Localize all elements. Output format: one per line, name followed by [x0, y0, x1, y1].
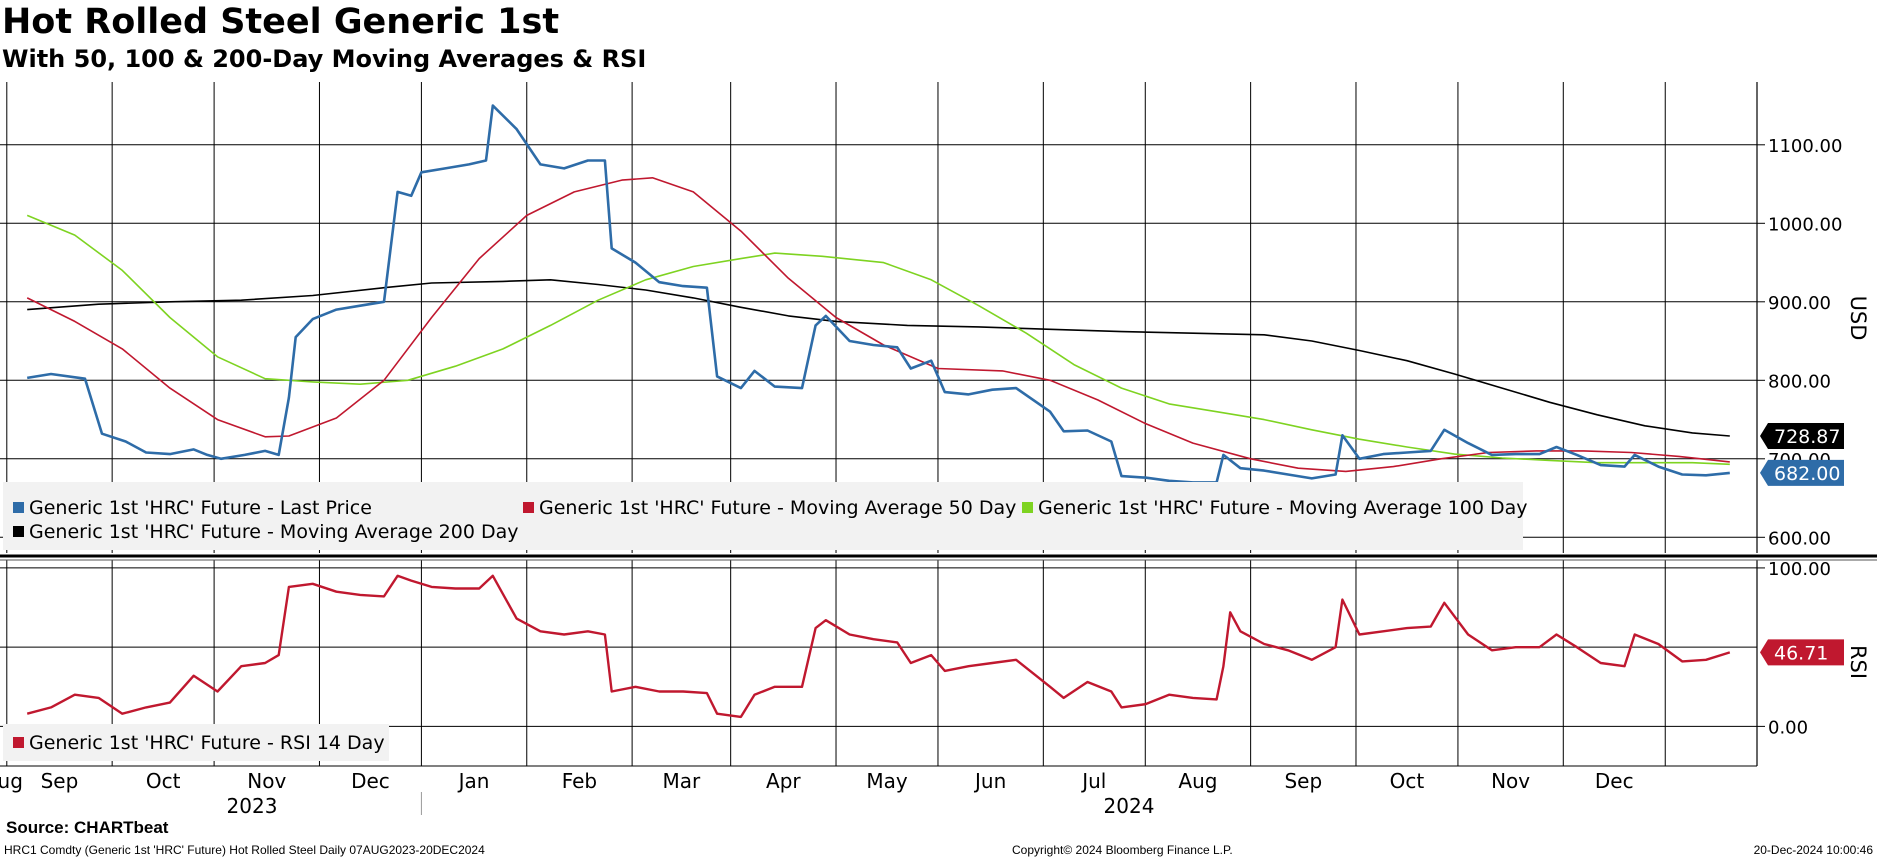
x-tick-label: Jan: [457, 769, 490, 793]
price-axis-title: USD: [1846, 296, 1870, 341]
legend-label-rsi: Generic 1st 'HRC' Future - RSI 14 Day: [29, 732, 385, 754]
x-tick-label: May: [866, 769, 908, 793]
footer-timestamp: 20-Dec-2024 10:00:46: [1753, 843, 1873, 857]
price-tick-label: 600.00: [1768, 528, 1831, 549]
rsi-axis-title: RSI: [1846, 645, 1870, 679]
x-tick-label: Oct: [146, 769, 181, 793]
legend-label-ma50: Generic 1st 'HRC' Future - Moving Averag…: [539, 497, 1016, 519]
legend-label-last_price: Generic 1st 'HRC' Future - Last Price: [29, 497, 372, 519]
legend-label-ma200: Generic 1st 'HRC' Future - Moving Averag…: [29, 521, 519, 543]
legend-swatch-ma200: [13, 526, 24, 537]
x-tick-label: Nov: [247, 769, 286, 793]
x-tick-label: Jul: [1080, 769, 1106, 793]
last-value-ma200: 728.87: [1774, 426, 1840, 448]
legend-swatch-rsi: [13, 737, 24, 748]
x-tick-label: Dec: [1595, 769, 1634, 793]
last-value-rsi: 46.71: [1774, 642, 1828, 664]
x-year-label: 2023: [227, 794, 278, 818]
x-tick-label: Sep: [41, 769, 79, 793]
x-tick-label: Aug: [0, 769, 23, 793]
rsi-tick-label: 100.00: [1768, 559, 1831, 580]
source-note: Source: CHARTbeat: [6, 818, 169, 837]
x-year-label: 2024: [1104, 794, 1155, 818]
legend-box-price: [3, 482, 1523, 550]
x-tick-label: Nov: [1491, 769, 1530, 793]
series-line-last_price: [26, 104, 1730, 484]
legend-swatch-ma50: [523, 502, 534, 513]
series-line-ma50: [26, 177, 1730, 473]
x-tick-label: Feb: [562, 769, 597, 793]
page-subtitle: With 50, 100 & 200-Day Moving Averages &…: [2, 45, 647, 73]
footer-ticker: HRC1 Comdty (Generic 1st 'HRC' Future) H…: [4, 843, 485, 857]
x-tick-label: Apr: [766, 769, 801, 793]
x-tick-label: Jun: [973, 769, 1006, 793]
series-line-rsi: [26, 574, 1731, 719]
x-tick-label: Aug: [1178, 769, 1217, 793]
legends: Generic 1st 'HRC' Future - Last Price Gen…: [3, 482, 1528, 761]
x-tick-label: Dec: [351, 769, 390, 793]
x-tick-label: Sep: [1284, 769, 1322, 793]
legend-box-rsi: [3, 724, 389, 761]
price-tick-label: 900.00: [1768, 293, 1831, 314]
x-tick-label: Mar: [663, 769, 702, 793]
series-layer: [26, 104, 1731, 719]
last-value-ma200-bg: [1760, 423, 1844, 450]
last-value-last_price: 682.00: [1774, 463, 1840, 485]
price-tick-label: 1000.00: [1768, 214, 1842, 235]
price-tick-label: 800.00: [1768, 371, 1831, 392]
footer-copyright: Copyright© 2024 Bloomberg Finance L.P.: [1012, 843, 1233, 857]
legend-label-ma100: Generic 1st 'HRC' Future - Moving Averag…: [1038, 497, 1528, 519]
legend-swatch-ma100: [1022, 502, 1033, 513]
series-line-ma100: [26, 214, 1730, 466]
series-line-ma200: [27, 279, 1730, 437]
last-value-last_price-bg: [1760, 459, 1844, 486]
price-tick-label: 1100.00: [1768, 136, 1842, 157]
last-value-rsi-bg: [1760, 639, 1844, 666]
axes: 600.00700.00800.00900.001000.001100.000.…: [0, 82, 1877, 818]
x-tick-label: Oct: [1390, 769, 1425, 793]
page-title: Hot Rolled Steel Generic 1st: [2, 2, 560, 42]
legend-swatch-last_price: [13, 502, 24, 513]
rsi-tick-label: 0.00: [1768, 717, 1808, 738]
